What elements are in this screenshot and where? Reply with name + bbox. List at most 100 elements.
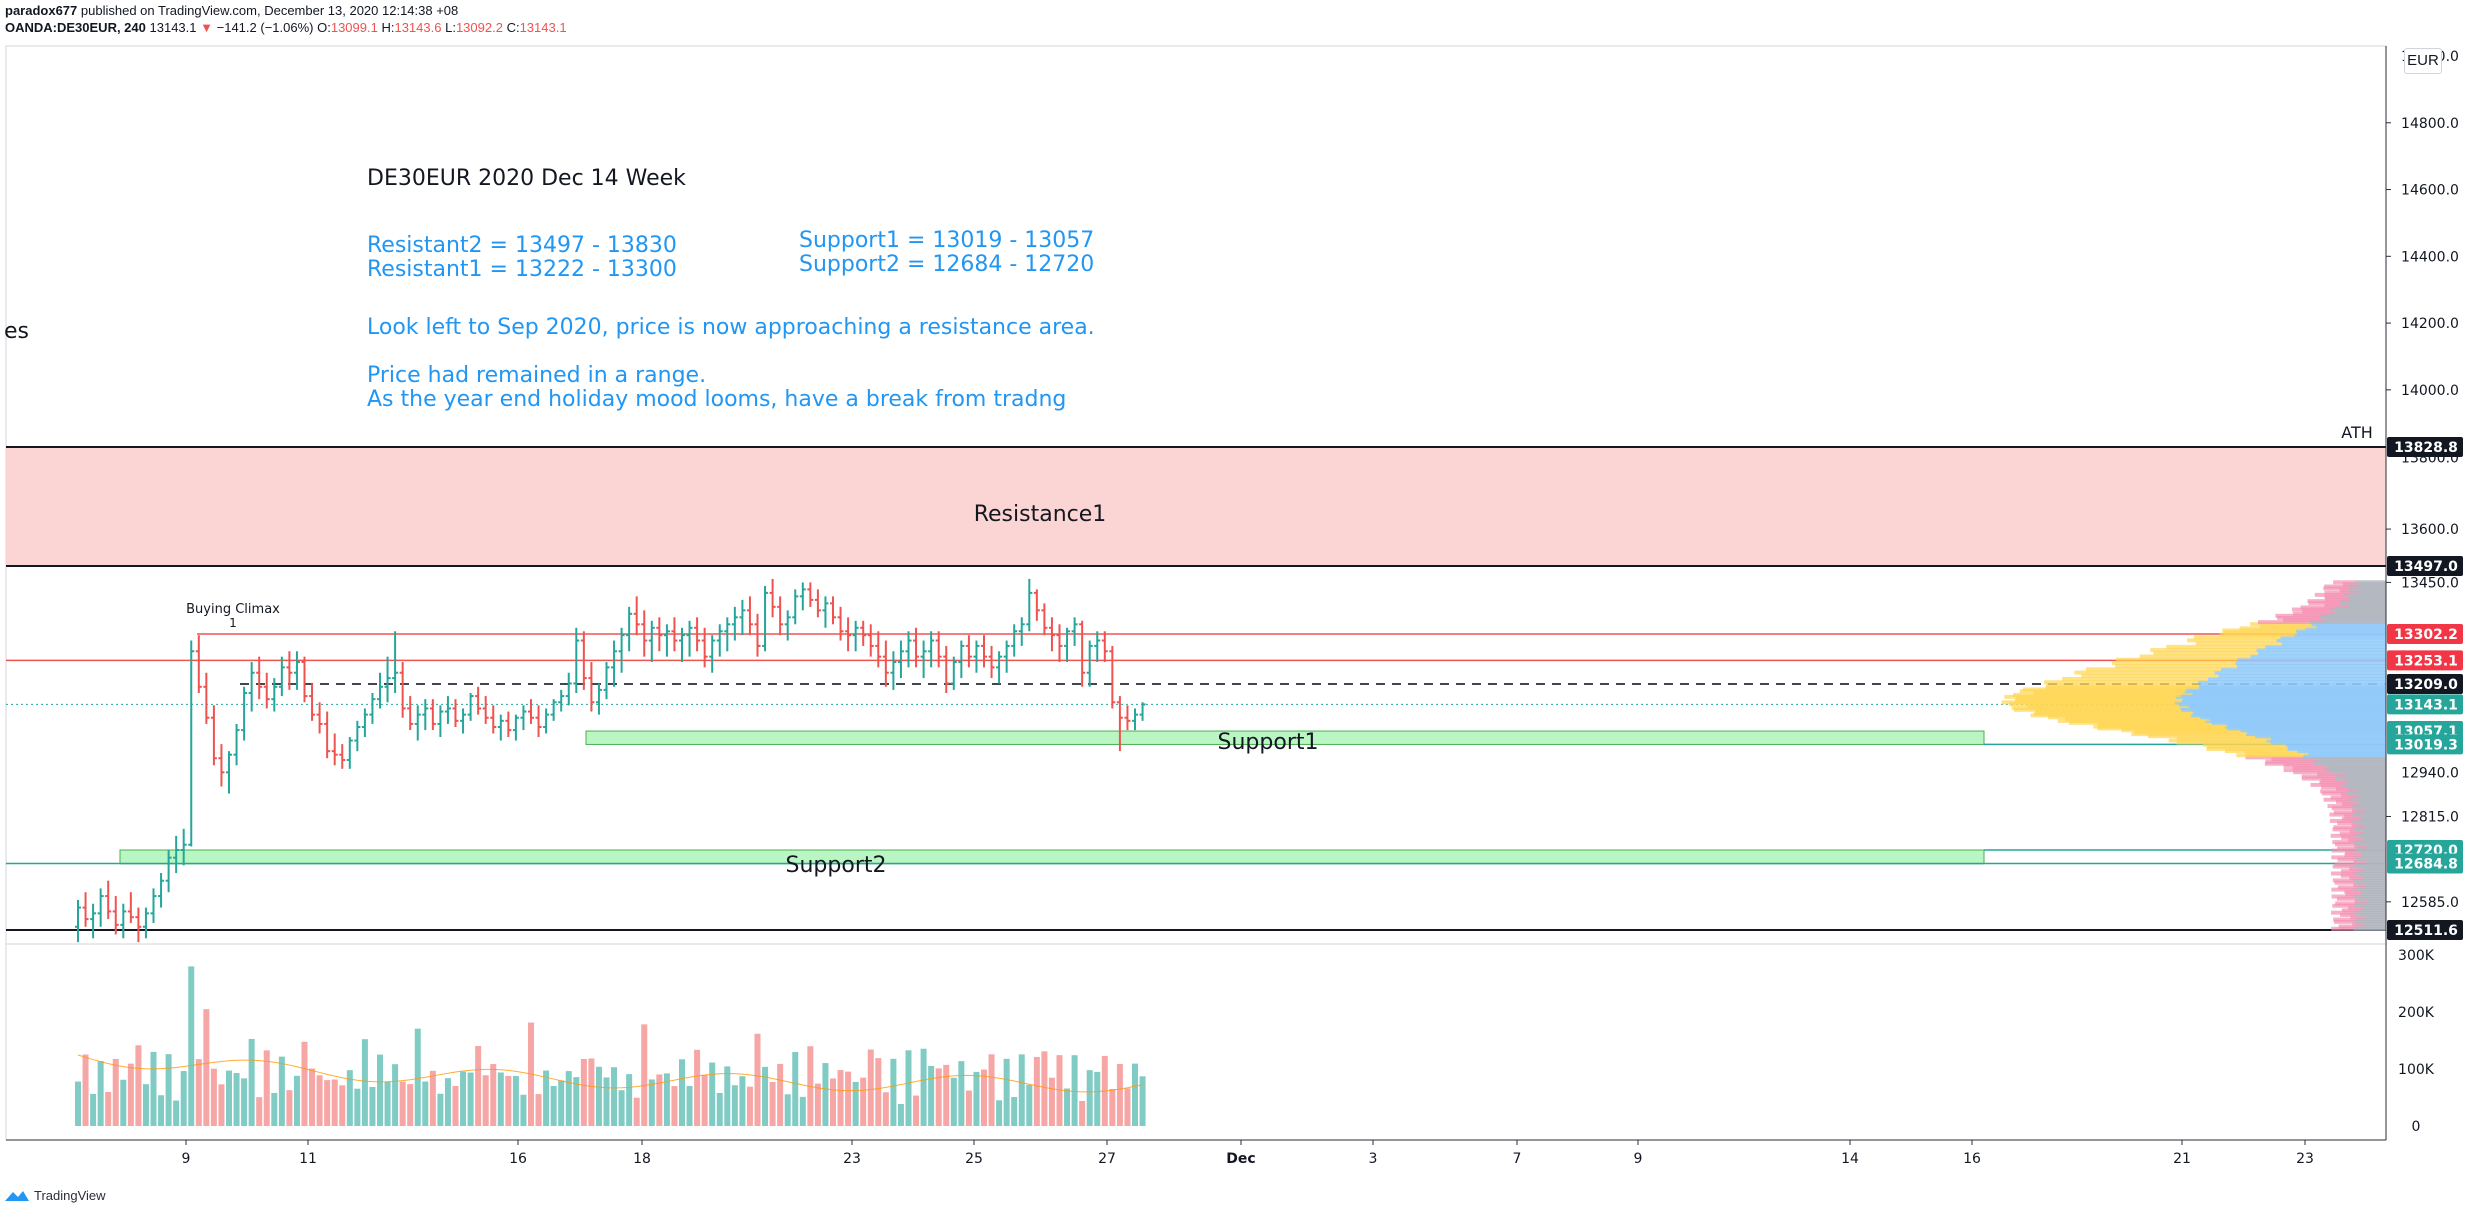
volume-profile-bar — [2363, 866, 2386, 871]
volume-profile-bar — [2283, 618, 2325, 623]
volume-profile-bar — [2364, 915, 2386, 920]
volume-profile-bar — [2366, 844, 2386, 849]
volume-profile-bar — [2352, 808, 2366, 813]
support1-note: Support1 = 13019 - 13057 — [799, 228, 1094, 253]
volume-profile-bar — [2349, 603, 2386, 608]
volume-bar — [875, 1058, 882, 1126]
volume-profile-bar — [2168, 738, 2267, 743]
volume-profile-bar — [2335, 787, 2356, 792]
volume-profile-bar — [2346, 778, 2386, 783]
volume-bar — [263, 1050, 270, 1126]
volume-bar — [1026, 1084, 1033, 1126]
support1-zone — [585, 730, 1985, 745]
volume-profile-bar — [2293, 770, 2331, 775]
volume-profile-bar — [2355, 862, 2386, 867]
volume-profile-bar — [2294, 632, 2386, 637]
volume-profile-bar — [2363, 837, 2386, 842]
volume-profile-bar — [2314, 592, 2344, 597]
volume-profile-bar — [2271, 757, 2318, 762]
change-down-icon: ▼ — [200, 20, 213, 35]
support2-note: Support2 = 12684 - 12720 — [799, 252, 1094, 277]
volume-tick-label: 0 — [2412, 1119, 2421, 1135]
volume-profile-bar — [2323, 797, 2349, 802]
volume-bar — [293, 1075, 300, 1126]
volume-profile-bar — [2344, 853, 2362, 858]
volume-bar — [346, 1070, 353, 1126]
volume-profile-bar — [2357, 924, 2386, 929]
volume-profile-bar — [2219, 632, 2295, 637]
volume-bar — [331, 1079, 338, 1126]
volume-profile-bar — [2255, 734, 2386, 739]
volume-bar — [180, 1071, 187, 1126]
volume-profile-bar — [2287, 744, 2386, 749]
volume-profile-bar — [2334, 605, 2386, 610]
high-label: H: — [381, 20, 395, 35]
price-tick-label: 14800.0 — [2401, 116, 2459, 132]
note-2: Price had remained in a range. — [367, 363, 706, 388]
volume-profile-bar — [2353, 855, 2386, 860]
time-tick-label: 16 — [509, 1151, 527, 1167]
symbol-name[interactable]: OANDA:DE30EUR, 240 — [5, 20, 146, 35]
volume-profile-bar — [2359, 793, 2386, 798]
volume-bar — [716, 1092, 723, 1126]
volume-bar — [165, 1054, 172, 1126]
currency-button[interactable]: EUR — [2404, 48, 2442, 74]
volume-bar — [762, 1066, 769, 1126]
volume-profile-bar — [2350, 915, 2365, 920]
volume-bar — [377, 1054, 383, 1126]
volume-bar — [1079, 1100, 1086, 1126]
volume-profile-bar — [2301, 755, 2386, 760]
volume-profile-bar — [2320, 778, 2347, 783]
volume-profile-bar — [2355, 901, 2386, 906]
ath-label: ATH — [2341, 423, 2373, 442]
volume-bar — [822, 1063, 829, 1126]
time-tick-label: Dec — [1226, 1151, 1255, 1167]
time-tick-label: 21 — [2173, 1151, 2191, 1167]
volume-bar — [860, 1077, 867, 1126]
price-marker — [2387, 624, 2463, 644]
volume-profile-bar — [2353, 926, 2386, 931]
price-marker — [2387, 920, 2463, 940]
volume-bar — [1033, 1056, 1040, 1126]
open-value: 13099.1 — [330, 20, 378, 35]
volume-profile-bar — [2348, 906, 2364, 911]
volume-profile-bar — [2343, 592, 2386, 597]
last-price: 13143.1 — [149, 20, 197, 35]
volume-bar — [309, 1068, 316, 1126]
price-marker-label: 13019.3 — [2394, 737, 2458, 753]
chart-pane — [5, 45, 2387, 1141]
volume-bar — [996, 1100, 1003, 1126]
volume-bar — [301, 1041, 308, 1126]
volume-profile-bar — [2347, 791, 2386, 796]
price-marker-label: 12684.8 — [2394, 857, 2458, 873]
volume-profile-bar — [2335, 609, 2386, 614]
volume-profile-bar — [2218, 673, 2386, 678]
volume-profile-bar — [2074, 670, 2215, 675]
volume-profile-bar — [2344, 889, 2361, 894]
volume-profile-bar — [2365, 808, 2386, 813]
time-tick-label: 18 — [633, 1151, 651, 1167]
volume-profile-bar — [2198, 685, 2386, 690]
volume-profile-bar — [2324, 618, 2386, 623]
volume-profile-bar — [2285, 742, 2386, 747]
volume-profile-bar — [2363, 906, 2386, 911]
volume-profile-bar — [2353, 887, 2386, 892]
volume-bar — [550, 1086, 557, 1126]
volume-profile-bar — [2331, 910, 2354, 915]
volume-profile-bar — [2266, 738, 2386, 743]
volume-profile-bar — [2147, 734, 2256, 739]
volume-profile-bar — [2317, 772, 2345, 777]
volume-profile-bar — [2045, 685, 2199, 690]
volume-profile-bar — [2320, 789, 2347, 794]
volume-profile-bar — [2349, 590, 2386, 595]
volume-profile-bar — [2352, 812, 2386, 817]
publisher-name[interactable]: paradox677 — [5, 3, 78, 18]
volume-bar — [369, 1086, 376, 1126]
volume-profile-bar — [2237, 657, 2386, 662]
tradingview-footer[interactable]: TradingView — [4, 1188, 106, 1203]
volume-profile-bar — [2139, 654, 2251, 659]
volume-profile-bar — [2321, 785, 2348, 790]
volume-profile-bar — [2351, 823, 2366, 828]
volume-profile-bar — [2259, 624, 2317, 629]
